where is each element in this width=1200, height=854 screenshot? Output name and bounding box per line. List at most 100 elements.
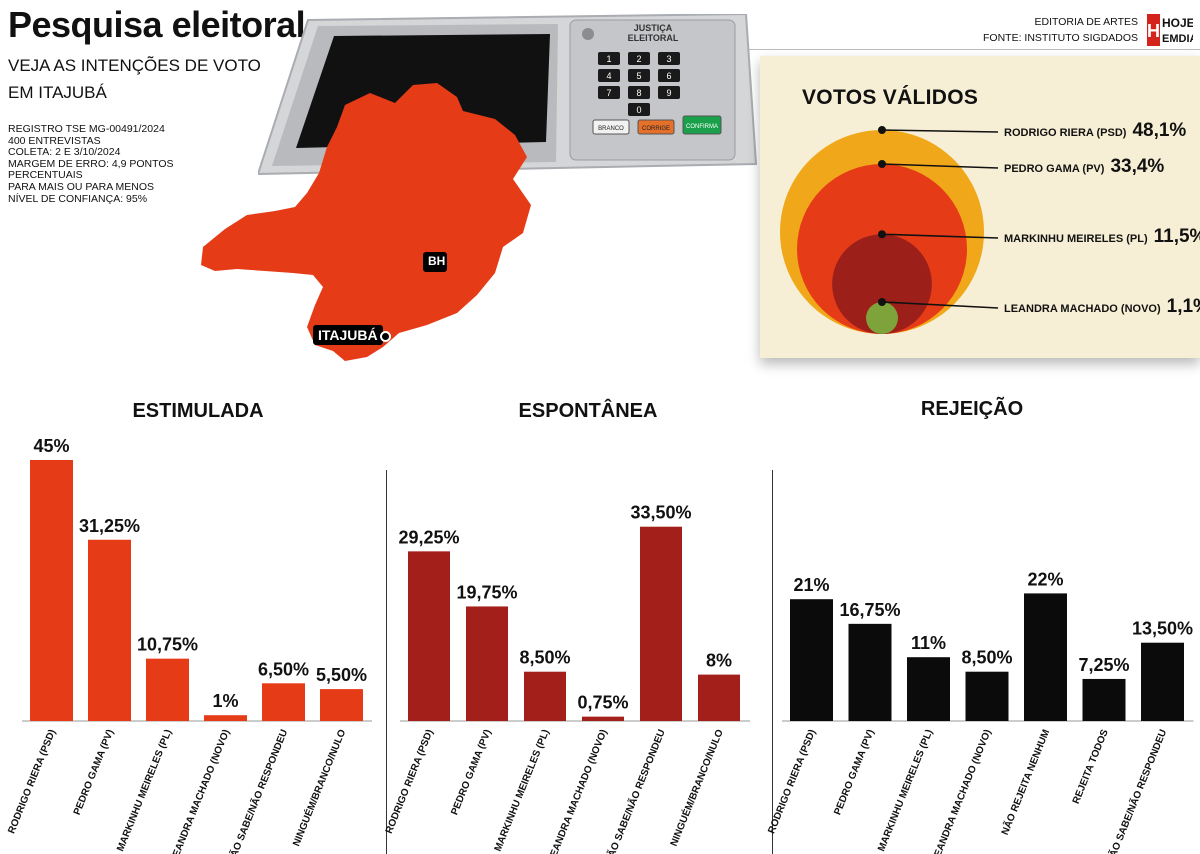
bar-category-label: NÃO SABE/NÃO RESPONDEU xyxy=(1103,727,1169,854)
urna-key-label: 6 xyxy=(666,71,671,81)
bar xyxy=(907,657,950,721)
urna-brand-line1: JUSTIÇA xyxy=(634,23,673,33)
urna-key xyxy=(598,69,620,82)
bar-value-label: 29,25% xyxy=(398,527,459,547)
bar-value-label: 19,75% xyxy=(456,582,517,602)
vv-legend-label: MARKINHU MEIRELES (PL) xyxy=(1004,233,1148,245)
bar-value-label: 33,50% xyxy=(630,503,691,523)
bar-category-label: PEDRO GAMA (PV) xyxy=(449,728,493,817)
bar-value-label: 8,50% xyxy=(961,648,1012,668)
urna-key xyxy=(658,52,680,65)
urna-key-label: 0 xyxy=(636,105,641,115)
bar xyxy=(1082,678,1126,721)
bar-value-label: 45% xyxy=(33,436,69,456)
vv-circle xyxy=(866,302,898,334)
bar-category-label: LEANDRA MACHADO (NOVO) xyxy=(930,728,994,854)
bar-value-label: 16,75% xyxy=(839,600,900,620)
chart-title-espontanea: ESPONTÂNEA xyxy=(518,400,658,422)
chart-title-rejeicao: REJEIÇÃO xyxy=(920,398,1024,420)
bar-value-label: 22% xyxy=(1027,569,1063,589)
credits: EDITORIA DE ARTES FONTE: INSTITUTO SIGDA… xyxy=(983,14,1138,46)
bar xyxy=(30,460,73,721)
vv-legend-row: PEDRO GAMA (PV) 33,4% xyxy=(1004,156,1164,178)
meta-line: PARA MAIS OU PARA MENOS xyxy=(8,180,155,193)
urna-key xyxy=(598,52,620,65)
bar xyxy=(88,539,131,721)
urna-key xyxy=(628,86,650,99)
meta-line: MARGEM DE ERRO: 4,9 PONTOS PERCENTUAIS xyxy=(8,157,174,182)
bar-category-label: NÃO SABE/NÃO RESPONDEU xyxy=(224,727,290,854)
urna-btn-confirma: CONFIRMA xyxy=(686,124,718,130)
meta-line: COLETA: 2 E 3/10/2024 xyxy=(8,146,121,159)
bar xyxy=(204,715,247,721)
bar-category-label: NINGUÉM/BRANCO/NULO xyxy=(289,727,348,848)
urna-key-label: 8 xyxy=(636,88,641,98)
bar xyxy=(1141,642,1184,721)
bar-value-label: 13,50% xyxy=(1132,619,1193,639)
bar xyxy=(524,671,566,721)
bar-category-label: RODRIGO RIERA (PSD) xyxy=(384,728,436,835)
bar-value-label: 5,50% xyxy=(316,665,367,685)
vv-legend-row: RODRIGO RIERA (PSD) 48,1% xyxy=(1004,120,1186,142)
valid-votes-panel: VOTOS VÁLIDOS RODRIGO RIERA (PSD) 48,1% PE… xyxy=(760,56,1200,358)
header-rule xyxy=(730,49,1200,50)
bar-value-label: 7,25% xyxy=(1078,655,1129,675)
bar-category-label: RODRIGO RIERA (PSD) xyxy=(6,728,58,835)
vv-legend-value: 33,4% xyxy=(1110,156,1165,177)
bar-category-label: PEDRO GAMA (PV) xyxy=(832,728,876,817)
urna-key-label: 9 xyxy=(666,88,671,98)
urna-key-label: 1 xyxy=(606,54,611,64)
meta-line: REGISTRO TSE MG-00491/2024 xyxy=(8,123,165,135)
logo-top-text: HOJE xyxy=(1162,16,1193,30)
bar-category-label: NINGUÉM/BRANCO/NULO xyxy=(667,727,726,848)
urna-btn-branco: BRANCO xyxy=(598,126,624,132)
bar xyxy=(790,599,833,721)
meta-line: NÍVEL DE CONFIANÇA: 95% xyxy=(8,192,148,205)
bar-value-label: 8% xyxy=(706,651,732,671)
bar xyxy=(466,606,508,721)
urna-key-label: 4 xyxy=(606,71,611,81)
vv-legend-row: LEANDRA MACHADO (NOVO) 1,1% xyxy=(1004,296,1200,318)
bar-category-label: MARKINHU MEIRELES (PL) xyxy=(876,728,935,853)
urna-key-label: 2 xyxy=(636,54,641,64)
vv-leader-line xyxy=(881,163,999,169)
urna-key xyxy=(658,69,680,82)
vv-leader-line xyxy=(881,129,999,133)
bar-value-label: 0,75% xyxy=(577,693,628,713)
bar-value-label: 6,50% xyxy=(258,659,309,679)
bar-category-label: LEANDRA MACHADO (NOVO) xyxy=(169,728,233,854)
page-title: Pesquisa eleitoral xyxy=(8,4,306,45)
bar xyxy=(1024,593,1067,721)
bar-category-label: PEDRO GAMA (PV) xyxy=(72,728,116,817)
bar-category-label: REJEITA TODOS xyxy=(1071,728,1111,806)
bar-category-label: LEANDRA MACHADO (NOVO) xyxy=(546,728,610,854)
chart-divider xyxy=(386,470,387,854)
bar-value-label: 21% xyxy=(793,575,829,595)
bar-category-label: MARKINHU MEIRELES (PL) xyxy=(493,728,552,853)
bar-value-label: 1% xyxy=(212,691,238,711)
bar-category-label: MARKINHU MEIRELES (PL) xyxy=(115,728,174,853)
vv-legend-label: LEANDRA MACHADO (NOVO) xyxy=(1004,303,1161,315)
city-marker xyxy=(380,331,391,342)
bar xyxy=(582,716,624,721)
bar xyxy=(848,623,892,721)
bar xyxy=(640,526,682,721)
vv-legend-value: 11,5% xyxy=(1153,226,1200,247)
urna-key xyxy=(598,86,620,99)
city-tag: ITAJUBÁ xyxy=(313,325,383,345)
bar xyxy=(965,671,1009,721)
urna-key xyxy=(628,69,650,82)
bar-value-label: 11% xyxy=(911,633,946,653)
capital-badge xyxy=(423,252,447,272)
bar xyxy=(262,683,305,721)
vv-legend-value: 1,1% xyxy=(1166,296,1200,317)
chart-title-estimulada: ESTIMULADA xyxy=(132,400,264,422)
svg-text:H: H xyxy=(1147,21,1160,41)
vv-legend-value: 48,1% xyxy=(1132,120,1187,141)
credit-editoria: EDITORIA DE ARTES xyxy=(1034,16,1138,28)
bar-category-label: RODRIGO RIERA (PSD) xyxy=(766,728,818,835)
urna-key-label: 7 xyxy=(606,88,611,98)
minas-gerais-map: BH xyxy=(201,83,531,361)
bar-category-label: NÃO SABE/NÃO RESPONDEU xyxy=(602,727,668,854)
valid-votes-circles xyxy=(780,126,999,334)
